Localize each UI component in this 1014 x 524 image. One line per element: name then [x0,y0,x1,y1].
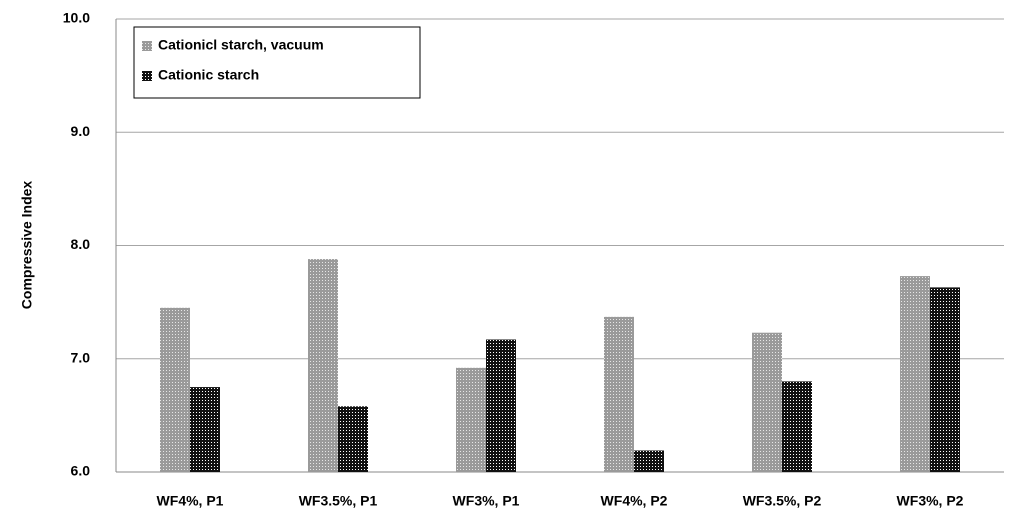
x-tick-label: WF3.5%, P2 [743,493,822,509]
y-tick-label: 7.0 [71,349,91,365]
y-tick-label: 10.0 [63,10,90,26]
bar [634,450,664,472]
y-axis-title: Compressive Index [19,181,35,310]
bar [752,332,782,472]
x-tick-label: WF3%, P2 [897,493,964,509]
x-tick-label: WF3.5%, P1 [299,493,378,509]
bar [930,287,960,472]
y-tick-label: 6.0 [71,463,91,479]
x-tick-label: WF4%, P1 [157,493,224,509]
bar [486,339,516,472]
x-tick-label: WF3%, P1 [453,493,520,509]
bar [782,381,812,472]
legend-swatch [142,71,152,81]
legend-box [133,26,421,99]
x-tick-label: WF4%, P2 [601,493,668,509]
legend-swatch [142,41,152,51]
y-tick-label: 8.0 [71,236,91,252]
legend-label: Cationic starch [158,67,259,83]
bar [604,316,634,472]
bar [338,406,368,472]
y-tick-label: 9.0 [71,123,91,139]
bar [900,276,930,472]
legend-label: Cationicl starch, vacuum [158,37,324,53]
bar [160,307,190,472]
bar [308,259,338,472]
bar [190,387,220,472]
bar [456,367,486,472]
